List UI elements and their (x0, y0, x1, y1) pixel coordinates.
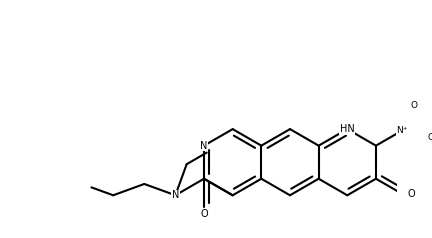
Text: HN: HN (340, 124, 355, 134)
Text: N: N (172, 190, 179, 200)
Text: O⁻: O⁻ (427, 133, 432, 142)
Text: O: O (200, 209, 208, 219)
Text: O: O (407, 189, 415, 199)
Text: N: N (200, 141, 208, 151)
Text: O: O (411, 101, 418, 110)
Text: N⁺: N⁺ (396, 126, 407, 135)
